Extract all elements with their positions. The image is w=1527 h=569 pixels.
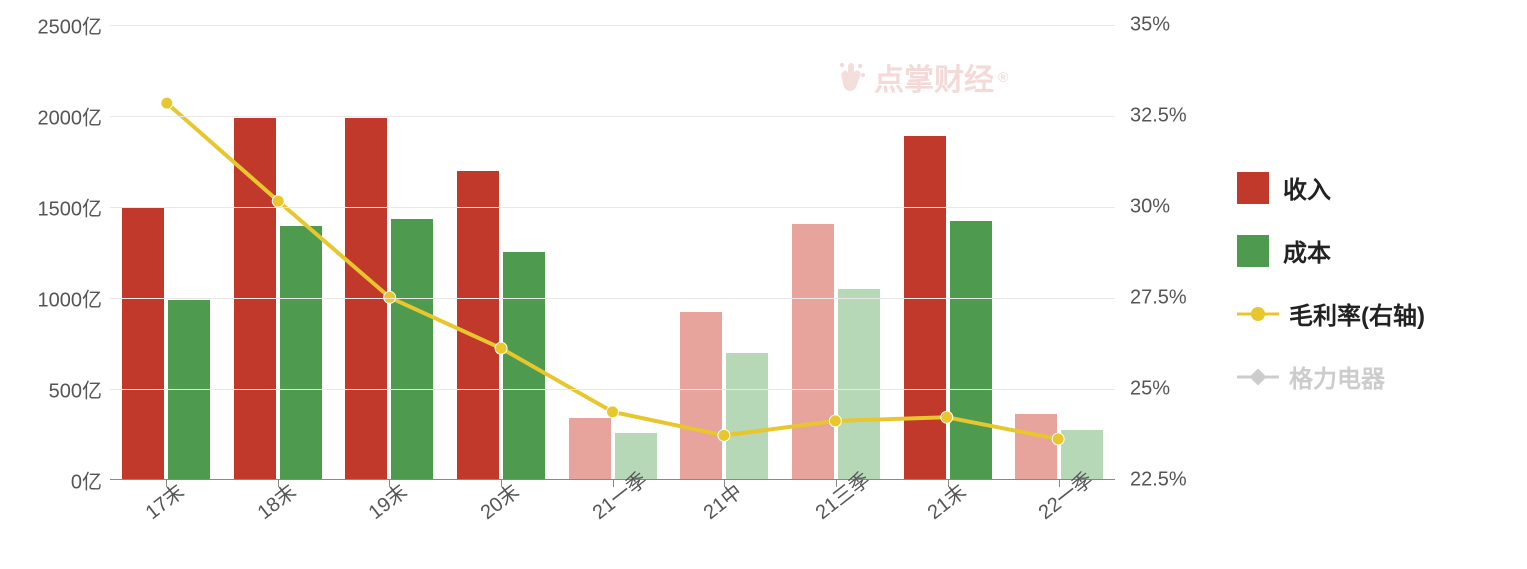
gross-margin-marker xyxy=(495,342,507,354)
gross-margin-marker xyxy=(607,406,619,418)
legend-item-gross_margin[interactable]: 毛利率(右轴) xyxy=(1237,296,1425,331)
gross-margin-marker xyxy=(1052,433,1064,445)
gridline xyxy=(110,207,1115,208)
y-right-tick-label: 27.5% xyxy=(1130,287,1200,310)
gross-margin-marker xyxy=(829,415,841,427)
gross-margin-marker xyxy=(161,97,173,109)
y-right-tick-label: 30% xyxy=(1130,196,1200,219)
legend-item-revenue[interactable]: 收入 xyxy=(1237,170,1425,205)
gross-margin-marker xyxy=(718,429,730,441)
gridline xyxy=(110,116,1115,117)
legend-swatch xyxy=(1237,235,1269,267)
y-right-tick-label: 25% xyxy=(1130,378,1200,401)
y-left-tick-label: 2000亿 xyxy=(7,102,102,131)
watermark: 点掌财经 ® xyxy=(832,55,1008,99)
y-right-tick-label: 35% xyxy=(1130,14,1200,37)
y-left-tick-label: 1000亿 xyxy=(7,284,102,313)
y-left-tick-label: 500亿 xyxy=(7,375,102,404)
legend-swatch xyxy=(1237,365,1279,389)
watermark-reg: ® xyxy=(998,69,1008,85)
legend-swatch xyxy=(1237,302,1279,326)
legend-label: 收入 xyxy=(1283,170,1331,205)
gross-margin-marker xyxy=(941,411,953,423)
legend-item-stock[interactable]: 格力电器 xyxy=(1237,359,1425,394)
gridline xyxy=(110,25,1115,26)
revenue-cost-margin-chart: 点掌财经 ® 收入成本毛利率(右轴) 格力电器 xyxy=(0,0,1527,569)
y-right-tick-label: 22.5% xyxy=(1130,469,1200,492)
legend-label: 格力电器 xyxy=(1289,359,1385,394)
gross-margin-marker xyxy=(272,195,284,207)
y-left-tick-label: 2500亿 xyxy=(7,11,102,40)
gridline xyxy=(110,298,1115,299)
watermark-text: 点掌财经 xyxy=(874,55,994,99)
legend-swatch xyxy=(1237,172,1269,204)
hand-icon xyxy=(832,59,868,95)
y-left-tick-label: 1500亿 xyxy=(7,193,102,222)
legend-label: 毛利率(右轴) xyxy=(1289,296,1425,331)
legend-item-cost[interactable]: 成本 xyxy=(1237,233,1425,268)
gridline xyxy=(110,389,1115,390)
legend-label: 成本 xyxy=(1283,233,1331,268)
y-right-tick-label: 32.5% xyxy=(1130,105,1200,128)
legend: 收入成本毛利率(右轴) 格力电器 xyxy=(1237,170,1425,422)
y-left-tick-label: 0亿 xyxy=(7,466,102,495)
